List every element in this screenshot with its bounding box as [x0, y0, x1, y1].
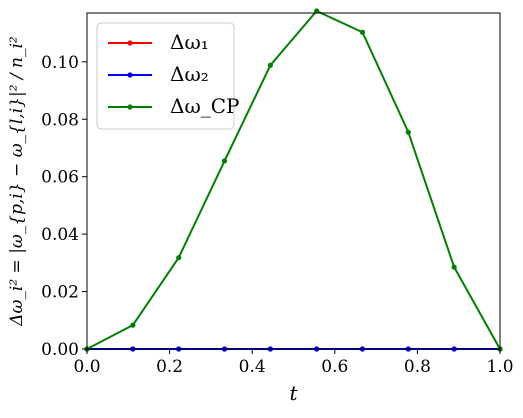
ticks-layer: 0.0 0.2 0.4 0.6 0.8 1.0 0.00 0.02 0.04 0.06 0.08 0.… — [41, 53, 513, 377]
data-point-omega-cp — [451, 264, 457, 270]
data-point-omega-cp — [314, 8, 320, 14]
data-point-omega-cp — [176, 255, 182, 261]
y-axis-label: Δω_i² = |ω_{p,i} − ω_{l,i}|² / n_i² — [7, 36, 27, 327]
axis-labels: t Δω_i² = |ω_{p,i} − ω_{l,i}|² / n_i² — [7, 36, 298, 405]
y-tick-label: 0.00 — [41, 340, 79, 360]
y-tick-label: 0.06 — [41, 168, 79, 188]
x-tick-label: 1.0 — [486, 357, 513, 377]
plot-frame — [86, 12, 501, 350]
y-tick-label: 0.02 — [41, 283, 79, 303]
legend-marker-omega-1 — [127, 40, 133, 46]
legend-label-omega-2: Δω₂ — [170, 62, 209, 86]
x-tick-label: 0.8 — [404, 357, 431, 377]
legend-marker-omega-2 — [127, 72, 133, 78]
data-point-omega-cp — [130, 322, 136, 328]
x-tick-label: 0.6 — [321, 357, 348, 377]
data-point-omega-cp — [221, 158, 228, 164]
legend-label-omega-1: Δω₁ — [170, 30, 209, 54]
series-line-omega-cp — [86, 9, 501, 350]
y-tick-label: 0.04 — [41, 225, 79, 245]
y-tick-label: 0.08 — [41, 110, 79, 130]
axes-layer — [86, 12, 501, 350]
x-tick-label: 0.0 — [73, 357, 100, 377]
y-tick-label: 0.10 — [41, 53, 79, 73]
data-point-omega-cp — [359, 29, 366, 35]
x-axis-label: t — [289, 381, 298, 405]
data-point-omega-cp — [405, 129, 411, 135]
legend: Δω₁ Δω₂ Δω_CP — [96, 22, 240, 130]
x-tick-label: 0.4 — [239, 357, 266, 377]
legend-box — [96, 22, 235, 130]
x-tick-label: 0.2 — [156, 357, 183, 377]
data-point-omega-cp — [267, 62, 273, 68]
legend-marker-omega-cp — [127, 104, 133, 110]
legend-label-omega-cp: Δω_CP — [170, 94, 240, 118]
